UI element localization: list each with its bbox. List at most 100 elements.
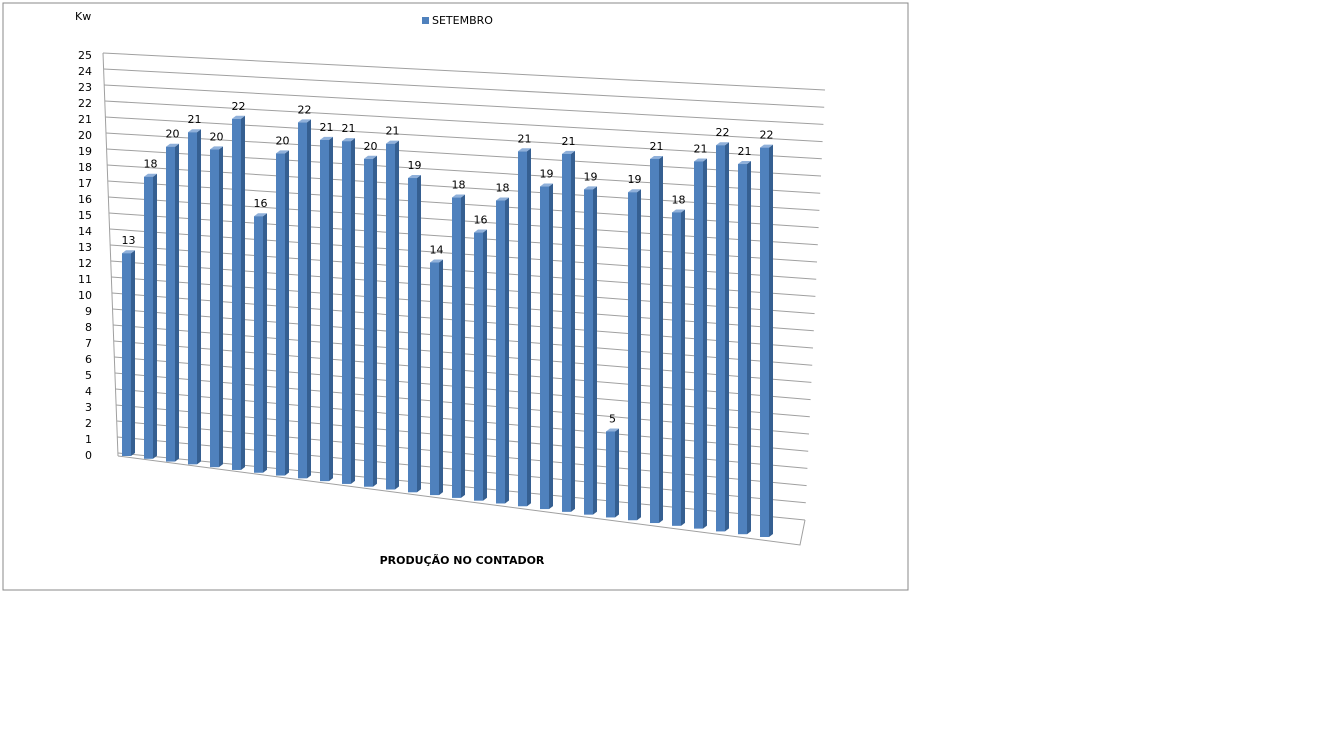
data-label: 18 <box>144 158 158 171</box>
bar-top <box>144 173 157 177</box>
bar <box>386 143 395 490</box>
y-tick-label: 18 <box>78 161 92 174</box>
bar-side <box>285 150 289 476</box>
bar-top <box>122 250 135 254</box>
bar <box>738 164 747 535</box>
bar-side <box>659 155 663 524</box>
y-tick-label: 24 <box>78 65 92 78</box>
bar-top <box>518 148 531 152</box>
bar-side <box>373 155 377 487</box>
data-label: 22 <box>298 103 312 116</box>
bar-side <box>307 119 311 479</box>
data-label: 14 <box>430 244 444 257</box>
data-label: 20 <box>210 130 224 143</box>
bar-top <box>254 213 267 217</box>
data-label: 21 <box>518 132 532 145</box>
grid-line <box>102 52 826 91</box>
grid-line <box>104 84 824 125</box>
bar <box>320 139 329 482</box>
y-tick-label: 9 <box>85 305 92 318</box>
grid-line <box>105 116 822 160</box>
bar-side <box>703 158 707 529</box>
y-tick-label: 21 <box>78 113 92 126</box>
bar <box>144 176 153 459</box>
bar-top <box>562 150 575 154</box>
bar <box>628 192 637 521</box>
y-tick-label: 20 <box>78 129 92 142</box>
data-label: 18 <box>452 179 466 192</box>
bar <box>496 200 505 504</box>
y-tick-label: 8 <box>85 321 92 334</box>
bar-top <box>408 175 421 179</box>
bar-side <box>351 138 355 484</box>
y-tick-label: 13 <box>78 241 92 254</box>
bar-top <box>474 229 487 233</box>
bar-side <box>725 142 729 532</box>
y-tick-label: 14 <box>78 225 92 238</box>
data-label: 19 <box>540 168 554 181</box>
data-label: 21 <box>650 140 664 153</box>
bar-top <box>606 428 619 432</box>
bar-side <box>505 197 509 504</box>
x-axis-title: PRODUÇÃO NO CONTADOR <box>380 554 545 567</box>
bar-side <box>263 213 267 473</box>
y-tick-label: 4 <box>85 385 92 398</box>
bar <box>342 141 351 484</box>
bar <box>364 158 373 487</box>
data-label: 21 <box>386 125 400 138</box>
bar <box>474 232 483 501</box>
data-label: 19 <box>628 173 642 186</box>
bar <box>584 189 593 515</box>
bar <box>562 153 571 512</box>
bar-side <box>747 161 751 535</box>
bar <box>122 253 131 456</box>
bar-top <box>342 138 355 142</box>
data-label: 21 <box>694 142 708 155</box>
bar-side <box>219 146 223 468</box>
data-label: 18 <box>496 182 510 195</box>
bar-side <box>131 250 135 456</box>
bar <box>188 132 197 465</box>
bar-side <box>637 189 641 521</box>
bar <box>430 262 439 496</box>
bar <box>276 153 285 476</box>
bar-top <box>364 155 377 159</box>
data-label: 19 <box>584 170 598 183</box>
y-tick-label: 17 <box>78 177 92 190</box>
bar-top <box>584 186 597 190</box>
data-label: 22 <box>760 129 774 142</box>
bar-top <box>628 189 641 193</box>
data-label: 21 <box>320 121 334 134</box>
bar-side <box>197 129 201 465</box>
bar <box>408 178 417 493</box>
bar-side <box>329 136 333 482</box>
bar-top <box>716 142 729 146</box>
bar-top <box>672 209 685 213</box>
bar <box>166 146 175 462</box>
bar-top <box>320 136 333 140</box>
bar-top <box>650 155 663 159</box>
bar <box>232 118 241 470</box>
bar-top <box>760 144 773 148</box>
bar-side <box>549 183 553 510</box>
y-tick-label: 19 <box>78 145 92 158</box>
y-tick-label: 16 <box>78 193 92 206</box>
y-tick-label: 0 <box>85 449 92 462</box>
data-label: 22 <box>232 100 246 113</box>
bar-side <box>439 259 443 496</box>
data-label: 20 <box>276 134 290 147</box>
y-tick-label: 11 <box>78 273 92 286</box>
y-tick-label: 3 <box>85 401 92 414</box>
bar <box>606 431 615 518</box>
bar <box>694 161 703 529</box>
bar-top <box>210 146 223 150</box>
bar <box>672 212 681 526</box>
bar-top <box>694 158 707 162</box>
data-label: 5 <box>609 412 616 425</box>
data-label: 21 <box>562 135 576 148</box>
bar-side <box>681 209 685 526</box>
bar <box>716 145 725 532</box>
bar <box>298 122 307 479</box>
data-label: 16 <box>474 214 488 227</box>
